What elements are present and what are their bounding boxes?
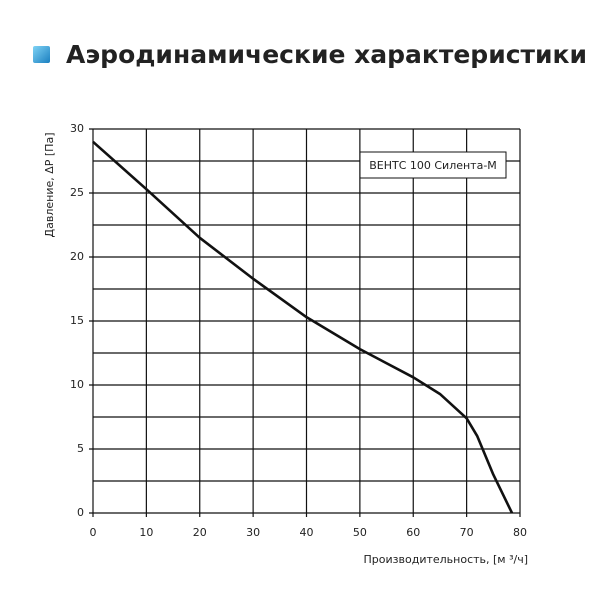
data-line	[92, 140, 514, 514]
chart-title: Аэродинамические характеристики	[66, 40, 587, 69]
y-tick-label: 10	[70, 378, 84, 391]
x-tick-label: 60	[406, 526, 420, 539]
x-tick-label: 30	[246, 526, 260, 539]
y-axis-label: Давление, ΔP [Па]	[43, 133, 56, 238]
x-tick-label: 20	[193, 526, 207, 539]
x-tick-label: 70	[460, 526, 474, 539]
x-axis-label: Производительность, [м ³/ч]	[364, 553, 528, 566]
x-tick-label: 0	[90, 526, 97, 539]
y-tick-label: 25	[70, 186, 84, 199]
x-tick-label: 40	[300, 526, 314, 539]
title-icon	[33, 46, 50, 63]
y-tick-label: 5	[77, 442, 84, 455]
y-tick-label: 30	[70, 122, 84, 135]
y-tick-label: 0	[77, 506, 84, 519]
y-tick-label: 20	[70, 250, 84, 263]
x-tick-label: 80	[513, 526, 527, 539]
x-tick-label: 50	[353, 526, 367, 539]
x-tick-label: 10	[139, 526, 153, 539]
y-tick-label: 15	[70, 314, 84, 327]
legend-box	[359, 151, 507, 179]
legend-label: ВЕНТС 100 Силента-М	[369, 159, 497, 172]
